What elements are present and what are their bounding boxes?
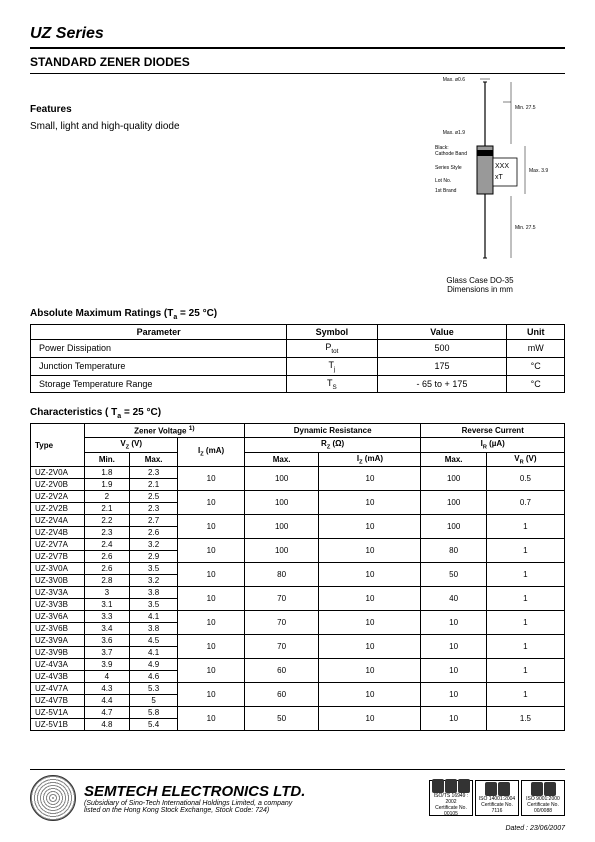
table-row: UZ-2V4A2.22.710100101001 (31, 515, 565, 527)
table-row: UZ-5V1A4.75.8105010101.5 (31, 707, 565, 719)
svg-text:1st Brand: 1st Brand (435, 188, 457, 194)
table-row: UZ-3V9A3.64.5107010101 (31, 635, 565, 647)
amr-table: Parameter Symbol Value Unit Power Dissip… (30, 324, 565, 393)
svg-text:Series Style: Series Style (435, 165, 462, 171)
svg-text:Min. 27.5: Min. 27.5 (515, 225, 536, 231)
svg-text:Max. 3.9: Max. 3.9 (529, 168, 548, 174)
amr-col-symbol: Symbol (287, 325, 377, 340)
table-row: Storage Temperature Range TS - 65 to + 1… (31, 375, 565, 393)
subtitle: STANDARD ZENER DIODES (30, 55, 565, 69)
characteristics-table: Type Zener Voltage 1) Dynamic Resistance… (30, 423, 565, 731)
page-footer: SEMTECH ELECTRONICS LTD. (Subsidiary of … (30, 765, 565, 832)
company-info: SEMTECH ELECTRONICS LTD. (Subsidiary of … (84, 783, 421, 814)
table-row: Junction Temperature Tj 175 °C (31, 357, 565, 375)
cert-iso-ts: ISO/TS 16949 : 2002Certificate No. 00105 (429, 780, 473, 816)
svg-text:Lot No.: Lot No. (435, 178, 451, 184)
date-stamp: Dated : 23/06/2007 (30, 825, 565, 832)
table-row: UZ-4V3A3.94.9106010101 (31, 659, 565, 671)
amr-col-param: Parameter (31, 325, 287, 340)
table-row: UZ-2V7A2.43.21010010801 (31, 539, 565, 551)
features-heading: Features (30, 104, 377, 115)
svg-text:xT: xT (495, 174, 504, 181)
char-heading: Characteristics ( Ta = 25 °C) (30, 407, 565, 420)
table-row: UZ-3V6A3.34.1107010101 (31, 611, 565, 623)
company-logo (30, 775, 76, 821)
diagram-caption: Glass Case DO-35 Dimensions in mm (395, 276, 565, 294)
svg-text:XXX: XXX (495, 163, 509, 170)
amr-heading: Absolute Maximum Ratings (Ta = 25 °C) (30, 308, 565, 321)
cert-iso9001: ISO 9001:2000Certificate No. 00/0088 (521, 780, 565, 816)
svg-text:Min. 27.5: Min. 27.5 (515, 105, 536, 111)
series-title: UZ Series (30, 25, 565, 43)
svg-text:Max. ø1.9: Max. ø1.9 (443, 130, 465, 136)
table-row: UZ-3V3A33.8107010401 (31, 587, 565, 599)
divider (30, 47, 565, 49)
svg-text:Max. ø0.6: Max. ø0.6 (443, 77, 465, 83)
features-text: Small, light and high-quality diode (30, 121, 377, 132)
cert-badges: ISO/TS 16949 : 2002Certificate No. 00105… (429, 780, 565, 816)
table-row: Power Dissipation Ptot 500 mW (31, 340, 565, 358)
amr-col-unit: Unit (507, 325, 565, 340)
table-row: UZ-2V2A22.510100101000.7 (31, 491, 565, 503)
table-row: UZ-2V0A1.82.310100101000.5 (31, 467, 565, 479)
package-diagram: XXX xT Max. ø0.6 Max. ø1.9 Min. 27.5 Max… (395, 74, 565, 274)
svg-text:Cathode Band: Cathode Band (435, 151, 467, 157)
amr-col-value: Value (377, 325, 507, 340)
table-row: UZ-3V0A2.63.5108010501 (31, 563, 565, 575)
cert-iso14001: ISO 14001:2004Certificate No. 7116 (475, 780, 519, 816)
table-row: UZ-4V7A4.35.3106010101 (31, 683, 565, 695)
